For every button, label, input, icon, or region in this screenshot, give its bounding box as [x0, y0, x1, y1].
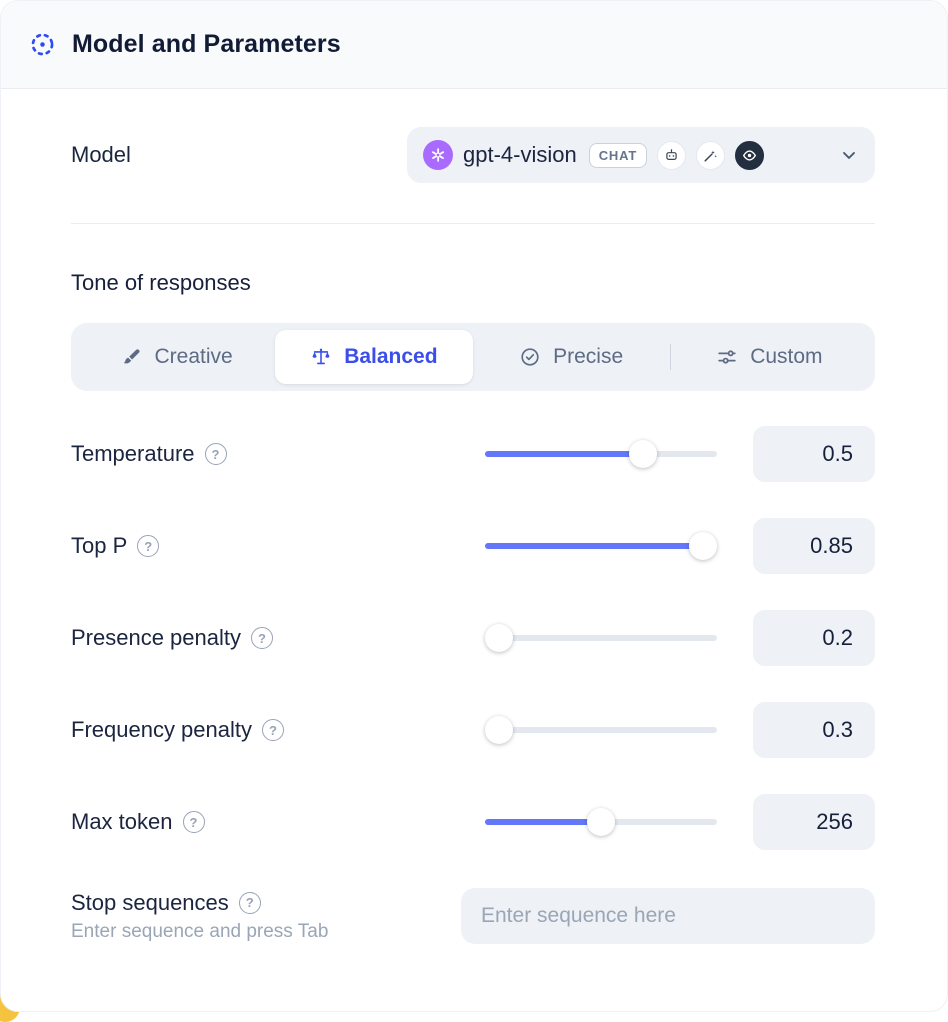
- balance-scale-icon: [310, 346, 332, 368]
- temperature-label: Temperature: [71, 441, 195, 466]
- section-divider: [71, 223, 875, 224]
- presence-penalty-label: Presence penalty: [71, 625, 241, 650]
- panel-header: Model and Parameters: [1, 1, 947, 89]
- presence-penalty-value[interactable]: 0.2: [753, 610, 875, 666]
- vision-eye-icon: [735, 140, 765, 170]
- robot-icon: [657, 140, 687, 170]
- panel-title: Model and Parameters: [72, 30, 341, 58]
- parameter-row-top-p: Top P ? 0.85: [71, 518, 875, 574]
- model-parameters-icon: [29, 31, 56, 58]
- chevron-down-icon: [839, 145, 859, 165]
- tone-option-label: Precise: [553, 345, 624, 368]
- tone-heading: Tone of responses: [71, 270, 251, 295]
- max-token-label: Max token: [71, 809, 173, 834]
- max-token-value[interactable]: 256: [753, 794, 875, 850]
- parameter-row-temperature: Temperature ? 0.5: [71, 426, 875, 482]
- tone-option-label: Creative: [154, 345, 233, 368]
- top-p-slider[interactable]: [485, 532, 717, 560]
- selected-model-name: gpt-4-vision: [463, 142, 577, 167]
- slider-thumb[interactable]: [485, 716, 513, 744]
- frequency-penalty-slider[interactable]: [485, 716, 717, 744]
- stop-sequences-label: Stop sequences: [71, 889, 229, 915]
- tone-option-custom[interactable]: Custom: [671, 330, 868, 384]
- sliders-icon: [716, 346, 738, 368]
- tone-option-precise[interactable]: Precise: [473, 330, 670, 384]
- slider-thumb[interactable]: [689, 532, 717, 560]
- parameter-row-max-token: Max token ? 256: [71, 794, 875, 850]
- stop-sequences-row: Stop sequences ? Enter sequence and pres…: [71, 888, 875, 944]
- tone-option-creative[interactable]: Creative: [78, 330, 275, 384]
- slider-thumb[interactable]: [485, 624, 513, 652]
- tone-option-label: Balanced: [344, 345, 438, 368]
- model-select-dropdown[interactable]: gpt-4-vision CHAT: [407, 127, 875, 183]
- brush-icon: [121, 346, 143, 368]
- slider-thumb[interactable]: [587, 808, 615, 836]
- openai-logo-icon: [423, 140, 453, 170]
- max-token-slider[interactable]: [485, 808, 717, 836]
- presence-penalty-slider[interactable]: [485, 624, 717, 652]
- temperature-slider[interactable]: [485, 440, 717, 468]
- tone-segmented-control: Creative Balanced: [71, 323, 875, 391]
- model-type-badge: CHAT: [588, 142, 648, 168]
- parameter-row-frequency-penalty: Frequency penalty ? 0.3: [71, 702, 875, 758]
- help-icon[interactable]: ?: [262, 719, 284, 741]
- help-icon[interactable]: ?: [204, 443, 227, 465]
- top-p-value[interactable]: 0.85: [753, 518, 875, 574]
- tone-option-label: Custom: [750, 345, 823, 368]
- help-icon[interactable]: ?: [238, 891, 261, 914]
- temperature-value[interactable]: 0.5: [753, 426, 875, 482]
- target-check-icon: [519, 346, 541, 368]
- slider-thumb[interactable]: [628, 440, 657, 468]
- help-icon[interactable]: ?: [251, 627, 273, 649]
- model-label: Model: [71, 142, 131, 167]
- segment-divider: [669, 344, 671, 370]
- help-icon[interactable]: ?: [182, 811, 205, 833]
- top-p-label: Top P: [71, 533, 128, 558]
- parameter-row-presence-penalty: Presence penalty ? 0.2: [71, 610, 875, 666]
- frequency-penalty-label: Frequency penalty: [71, 717, 252, 742]
- tone-option-balanced[interactable]: Balanced: [275, 330, 473, 384]
- frequency-penalty-value[interactable]: 0.3: [753, 702, 875, 758]
- stop-sequences-input[interactable]: [461, 888, 875, 944]
- stop-sequences-hint: Enter sequence and press Tab: [71, 920, 329, 942]
- magic-wand-icon: [696, 140, 726, 170]
- help-icon[interactable]: ?: [137, 535, 160, 557]
- model-row: Model gpt-4-vision CHAT: [71, 127, 875, 183]
